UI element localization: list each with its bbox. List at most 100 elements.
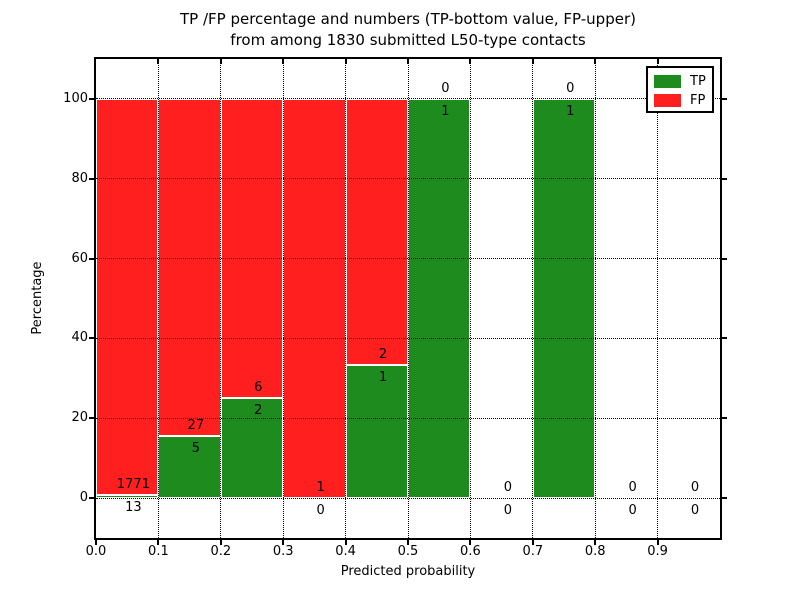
x-tick-mark-top: [469, 59, 472, 64]
x-tick-mark-top: [594, 59, 597, 64]
x-tick-label: 0.5: [397, 544, 419, 559]
bar-tp-segment: [220, 398, 284, 499]
gridline: [657, 59, 659, 538]
y-tick-mark-right: [722, 417, 727, 420]
plot-inner: 1771 13 27 5 6 2 1 0 2 1 0 1 0 0 0 1 0 0 0 0: [96, 59, 720, 538]
x-tick-mark: [407, 540, 409, 545]
chart-title-line1: TP /FP percentage and numbers (TP-bottom…: [180, 10, 636, 28]
x-tick-mark-top: [157, 59, 160, 64]
y-tick-label: 100: [63, 90, 88, 106]
y-tick-label: 0: [79, 490, 88, 506]
x-tick-mark: [344, 540, 347, 545]
chart-title: TP /FP percentage and numbers (TP-bottom…: [96, 9, 720, 51]
fp-count-label: 0: [441, 80, 450, 96]
y-tick-mark: [89, 97, 94, 100]
gridline: [96, 497, 720, 499]
x-tick-mark: [469, 540, 472, 545]
x-tick-mark: [656, 540, 659, 545]
gridline: [220, 59, 222, 538]
fp-count-label: 0: [503, 480, 512, 496]
fp-count-label: 0: [690, 480, 700, 496]
bar-tp-segment: [408, 98, 471, 499]
tp-count-label: 5: [191, 440, 200, 456]
fp-count-label: 2: [378, 347, 388, 363]
x-tick-mark: [594, 540, 597, 545]
y-tick-label: 20: [71, 410, 88, 426]
tp-count-label: 0: [628, 503, 637, 519]
tp-count-label: 2: [254, 403, 263, 419]
x-tick-label: 0.9: [647, 544, 668, 559]
y-tick-mark-right: [722, 337, 727, 340]
fp-count-label: 0: [566, 80, 575, 96]
y-tick-mark-right: [722, 97, 727, 100]
tp-count-label: 0: [690, 503, 700, 519]
gridline: [96, 98, 720, 100]
x-tick-label: 0.4: [335, 544, 356, 559]
fp-count-label: 0: [628, 480, 637, 496]
y-tick-mark: [89, 177, 94, 180]
x-tick-mark-top: [531, 59, 534, 64]
x-tick-mark: [282, 540, 285, 545]
y-tick-mark: [89, 337, 94, 340]
gridline: [282, 59, 284, 538]
tp-count-label: 1: [441, 103, 450, 119]
y-tick-mark-right: [722, 177, 727, 180]
bar-fp-segment: [345, 98, 408, 366]
gridline: [96, 337, 720, 339]
tp-count-label: 1: [566, 103, 575, 119]
tp-count-label: 1: [378, 370, 388, 386]
gridline: [96, 178, 720, 180]
y-tick-label: 80: [71, 170, 88, 186]
gridline: [532, 59, 534, 538]
x-tick-label: 0.1: [148, 544, 169, 559]
gridline: [594, 59, 596, 538]
y-axis-label: Percentage: [30, 261, 45, 335]
y-tick-mark-right: [722, 497, 727, 500]
x-tick-label: 0.0: [85, 544, 107, 559]
x-tick-mark-top: [344, 59, 347, 64]
y-tick-mark: [89, 497, 94, 500]
legend-label-tp: TP: [690, 74, 706, 89]
legend: TP FP: [646, 66, 714, 113]
legend-label-fp: FP: [690, 93, 706, 108]
x-tick-label: 0.7: [522, 544, 544, 559]
gridline: [96, 258, 720, 260]
x-tick-mark-top: [219, 59, 222, 64]
y-tick-label: 60: [71, 250, 88, 266]
bar-fp-segment: [96, 98, 159, 496]
tp-color-swatch: [654, 75, 681, 88]
fp-count-label: 6: [254, 380, 263, 396]
fp-color-swatch: [654, 94, 681, 107]
chart-title-line2: from among 1830 submitted L50-type conta…: [230, 31, 586, 49]
x-tick-label: 0.2: [210, 544, 232, 559]
bar-fp-segment: [220, 98, 284, 399]
x-axis-label: Predicted probability: [340, 564, 476, 579]
tp-count-label: 13: [125, 500, 142, 516]
x-tick-mark: [157, 540, 160, 545]
x-tick-mark: [531, 540, 534, 545]
x-tick-mark-top: [656, 59, 659, 64]
tp-count-label: 0: [316, 503, 325, 519]
y-tick-label: 40: [71, 330, 88, 346]
y-tick-mark-right: [722, 257, 727, 260]
fp-count-label: 27: [187, 417, 205, 433]
gridline: [407, 59, 409, 538]
bar-tp-segment: [532, 98, 596, 499]
bar-fp-segment: [158, 98, 221, 436]
gridline: [157, 59, 159, 538]
bar-fp-segment: [283, 98, 346, 499]
gridline: [469, 59, 471, 538]
gridline: [345, 59, 347, 538]
x-tick-mark: [95, 540, 97, 545]
bar-tp-segment: [158, 435, 221, 499]
y-tick-mark: [89, 257, 94, 260]
bar-tp-segment: [345, 365, 408, 499]
x-tick-mark: [219, 540, 222, 545]
fp-count-label: 1: [316, 480, 325, 496]
fp-count-label: 1771: [116, 477, 150, 493]
x-tick-mark-top: [407, 59, 409, 64]
x-tick-label: 0.6: [460, 544, 481, 559]
x-tick-label: 0.8: [584, 544, 606, 559]
x-tick-mark-top: [282, 59, 285, 64]
